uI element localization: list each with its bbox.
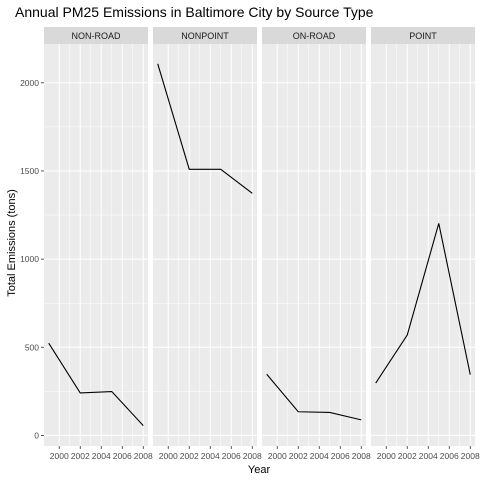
x-tick-label: 2000 (377, 451, 396, 461)
x-tick-label: 2008 (134, 451, 153, 461)
facet-strip-label: ON-ROAD (293, 31, 336, 41)
facet-strip-label: NONPOINT (181, 31, 229, 41)
x-tick-label: 2002 (71, 451, 90, 461)
facet-strip-label: NON-ROAD (72, 31, 121, 41)
x-tick-label: 2008 (352, 451, 371, 461)
x-tick-label: 2004 (201, 451, 220, 461)
series-line-non-road (48, 342, 144, 426)
x-tick-label: 2004 (310, 451, 329, 461)
y-tick-label: 1500 (20, 166, 39, 176)
x-tick-label: 2004 (419, 451, 438, 461)
facet-strip (153, 27, 257, 44)
y-tick-label: 2000 (20, 78, 39, 88)
facet-strip-label: POINT (409, 31, 437, 41)
x-tick-label: 2008 (243, 451, 262, 461)
x-tick-label: 2000 (159, 451, 178, 461)
facet-strip (44, 27, 148, 44)
x-tick-label: 2002 (398, 451, 417, 461)
x-tick-label: 2002 (180, 451, 199, 461)
y-tick-label: 0 (34, 430, 39, 440)
panel-background (371, 44, 475, 446)
panel-background (44, 44, 148, 446)
x-tick-label: 2006 (222, 451, 241, 461)
x-tick-label: 2000 (268, 451, 287, 461)
x-tick-label: 2000 (50, 451, 69, 461)
facet-nonpoint: NONPOINT 2000 2002 2004 2006 2008 (153, 27, 262, 461)
y-tick-label: 500 (25, 342, 39, 352)
panel-background (153, 44, 257, 446)
facet-strip (371, 27, 475, 44)
y-axis: 0 500 1000 1500 2000 (20, 78, 44, 440)
x-tick-label: 2004 (92, 451, 111, 461)
facet-strip (262, 27, 366, 44)
facet-on-road: ON-ROAD 2000 2002 2004 2006 2008 (262, 27, 371, 461)
y-axis-title: Total Emissions (tons) (6, 189, 18, 297)
chart-title: Annual PM25 Emissions in Baltimore City … (15, 4, 374, 20)
series-line-nonpoint (157, 63, 253, 194)
x-axis-title: Year (248, 464, 271, 476)
x-tick-label: 2006 (113, 451, 132, 461)
panel-background (262, 44, 366, 446)
x-tick-label: 2006 (331, 451, 350, 461)
series-line-point (375, 223, 471, 384)
x-tick-label: 2006 (440, 451, 459, 461)
x-tick-label: 2002 (289, 451, 308, 461)
series-line-on-road (266, 373, 362, 421)
x-tick-label: 2008 (461, 451, 480, 461)
facet-point: POINT 2000 2002 2004 2006 2008 (371, 27, 480, 461)
facet-non-road: NON-ROAD 2000 2002 2004 2006 2008 (44, 27, 153, 461)
y-tick-label: 1000 (20, 254, 39, 264)
